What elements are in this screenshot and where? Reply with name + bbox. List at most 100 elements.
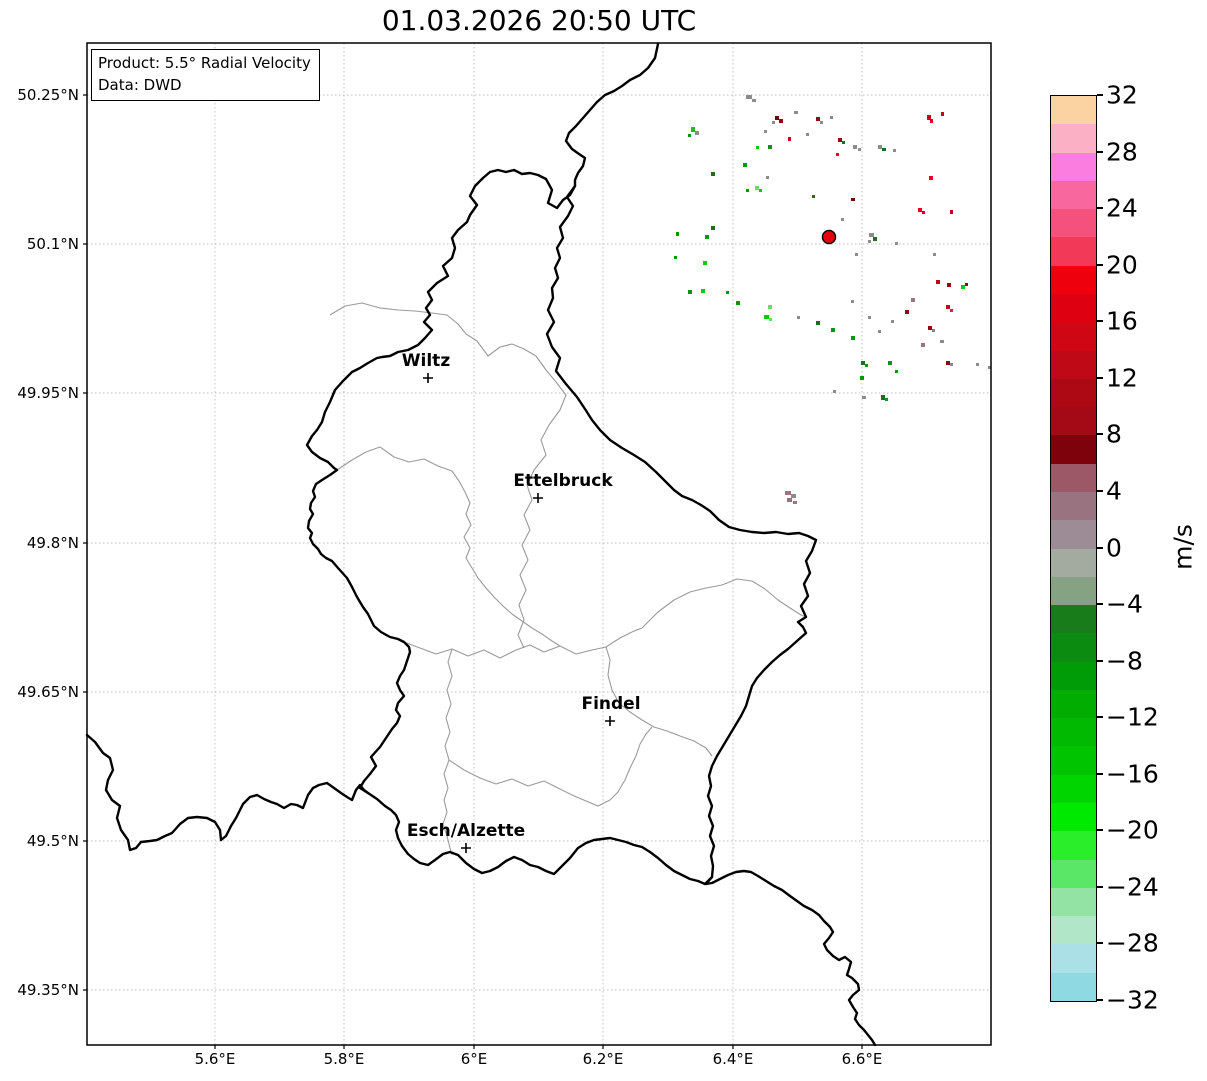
radar-velocity-pixel: [895, 370, 898, 373]
colorbar-segment: [1051, 265, 1096, 294]
colorbar-tick-label: 32: [1106, 80, 1138, 110]
product-info-box: Product: 5.5° Radial Velocity Data: DWD: [91, 49, 320, 101]
radar-velocity-pixel: [851, 300, 854, 303]
colorbar-segment: [1051, 180, 1096, 210]
colorbar-segment: [1051, 887, 1096, 917]
radar-velocity-pixel: [861, 361, 865, 365]
colorbar-tick: [1097, 433, 1103, 436]
radar-velocity-pixel: [752, 99, 756, 102]
y-tick-label: 49.95°N: [17, 384, 79, 402]
radar-velocity-pixel: [768, 305, 772, 309]
radar-velocity-pixel: [764, 130, 767, 133]
colorbar-segment: [1051, 859, 1096, 888]
radar-velocity-pixel: [768, 145, 772, 149]
city-marker: [533, 493, 543, 503]
radar-velocity-pixel: [976, 363, 979, 366]
radar-velocity-pixel: [816, 117, 820, 121]
colorbar-segment: [1051, 831, 1096, 860]
colorbar: [1050, 95, 1097, 1002]
colorbar-tick: [1097, 829, 1103, 832]
radar-velocity-pixel: [688, 134, 691, 137]
radar-velocity-pixel: [922, 211, 925, 214]
radar-velocity-pixel: [836, 153, 839, 156]
radar-velocity-pixel: [965, 283, 968, 286]
colorbar-tick: [1097, 376, 1103, 379]
colorbar-tick: [1097, 546, 1103, 549]
colorbar-tick-label: 28: [1106, 137, 1138, 167]
y-tick-label: 49.8°N: [26, 534, 79, 552]
colorbar-segment: [1051, 152, 1096, 181]
radar-velocity-pixel: [950, 363, 953, 366]
radar-velocity-pixel: [676, 232, 679, 236]
colorbar-tick: [1097, 320, 1103, 323]
radar-velocity-pixel: [711, 226, 715, 230]
radar-velocity-pixel: [941, 112, 944, 116]
radar-velocity-pixel: [736, 301, 740, 305]
city-label: Esch/Alzette: [407, 821, 525, 841]
x-tick-label: 5.8°E: [323, 1050, 365, 1068]
colorbar-segment: [1051, 124, 1096, 153]
city-label: Findel: [581, 694, 640, 714]
radar-velocity-pixel: [772, 121, 775, 124]
colorbar-segment: [1051, 520, 1096, 549]
colorbar-tick-label: −20: [1106, 815, 1159, 845]
radar-velocity-pixel: [888, 361, 892, 365]
colorbar-tick-label: 12: [1106, 363, 1138, 393]
colorbar-tick: [1097, 94, 1103, 96]
colorbar-segment: [1051, 972, 1096, 1001]
radar-velocity-pixel: [873, 237, 877, 241]
radar-velocity-pixel: [927, 115, 931, 120]
radar-velocity-pixel: [691, 127, 695, 132]
radar-velocity-pixel: [711, 172, 715, 176]
colorbar-tick-label: 20: [1106, 250, 1138, 280]
colorbar-tick-label: −28: [1106, 928, 1159, 958]
colorbar-tick-label: 4: [1106, 476, 1122, 506]
radar-velocity-pixel: [858, 148, 861, 151]
radar-velocity-pixel: [695, 131, 699, 135]
radar-velocity-pixel: [853, 145, 857, 149]
canton-border-line: [336, 446, 561, 647]
x-tick-label: 6.6°E: [841, 1050, 883, 1068]
x-tick-label: 5.6°E: [194, 1050, 236, 1068]
radar-velocity-pixel: [928, 326, 932, 330]
colorbar-tick-label: 8: [1106, 419, 1122, 449]
y-tick-label: 49.65°N: [17, 683, 79, 701]
colorbar-segment: [1051, 96, 1096, 125]
colorbar-segment: [1051, 378, 1096, 408]
city-label: Wiltz: [402, 351, 451, 371]
colorbar-segment: [1051, 350, 1096, 379]
radar-velocity-pixel: [779, 119, 783, 123]
colorbar-tick: [1097, 772, 1103, 775]
radar-velocity-pixel: [929, 176, 933, 180]
colorbar-segment: [1051, 491, 1096, 521]
radar-velocity-pixel: [868, 316, 871, 319]
canton-border-line: [605, 646, 713, 757]
colorbar-segment: [1051, 916, 1096, 945]
colorbar-tick: [1097, 207, 1103, 210]
radar-velocity-pixel: [855, 253, 858, 256]
colorbar-tick-label: 24: [1106, 193, 1138, 223]
luxembourg-border: [305, 168, 818, 886]
colorbar-segment: [1051, 633, 1096, 662]
plot-frame: [86, 42, 992, 1046]
radar-velocity-pixel: [961, 285, 965, 289]
colorbar-tick: [1097, 716, 1103, 719]
city-marker: [461, 843, 471, 853]
radar-velocity-pixel: [788, 137, 791, 141]
radar-velocity-pixel: [764, 315, 769, 319]
city-marker: [423, 373, 433, 383]
france-germany-border: [704, 869, 877, 1047]
belgium-germany-border: [564, 42, 660, 188]
radar-velocity-pixel: [911, 298, 915, 302]
radar-velocity-pixel: [756, 146, 759, 149]
colorbar-segment: [1051, 209, 1096, 238]
colorbar-segment: [1051, 463, 1096, 492]
colorbar-segment: [1051, 407, 1096, 436]
colorbar-segment: [1051, 661, 1096, 690]
y-tick-label: 50.1°N: [26, 235, 79, 253]
product-info-line2: Data: DWD: [98, 76, 182, 94]
radar-velocity-pixel: [703, 261, 707, 265]
radar-velocity-pixel: [869, 233, 874, 237]
